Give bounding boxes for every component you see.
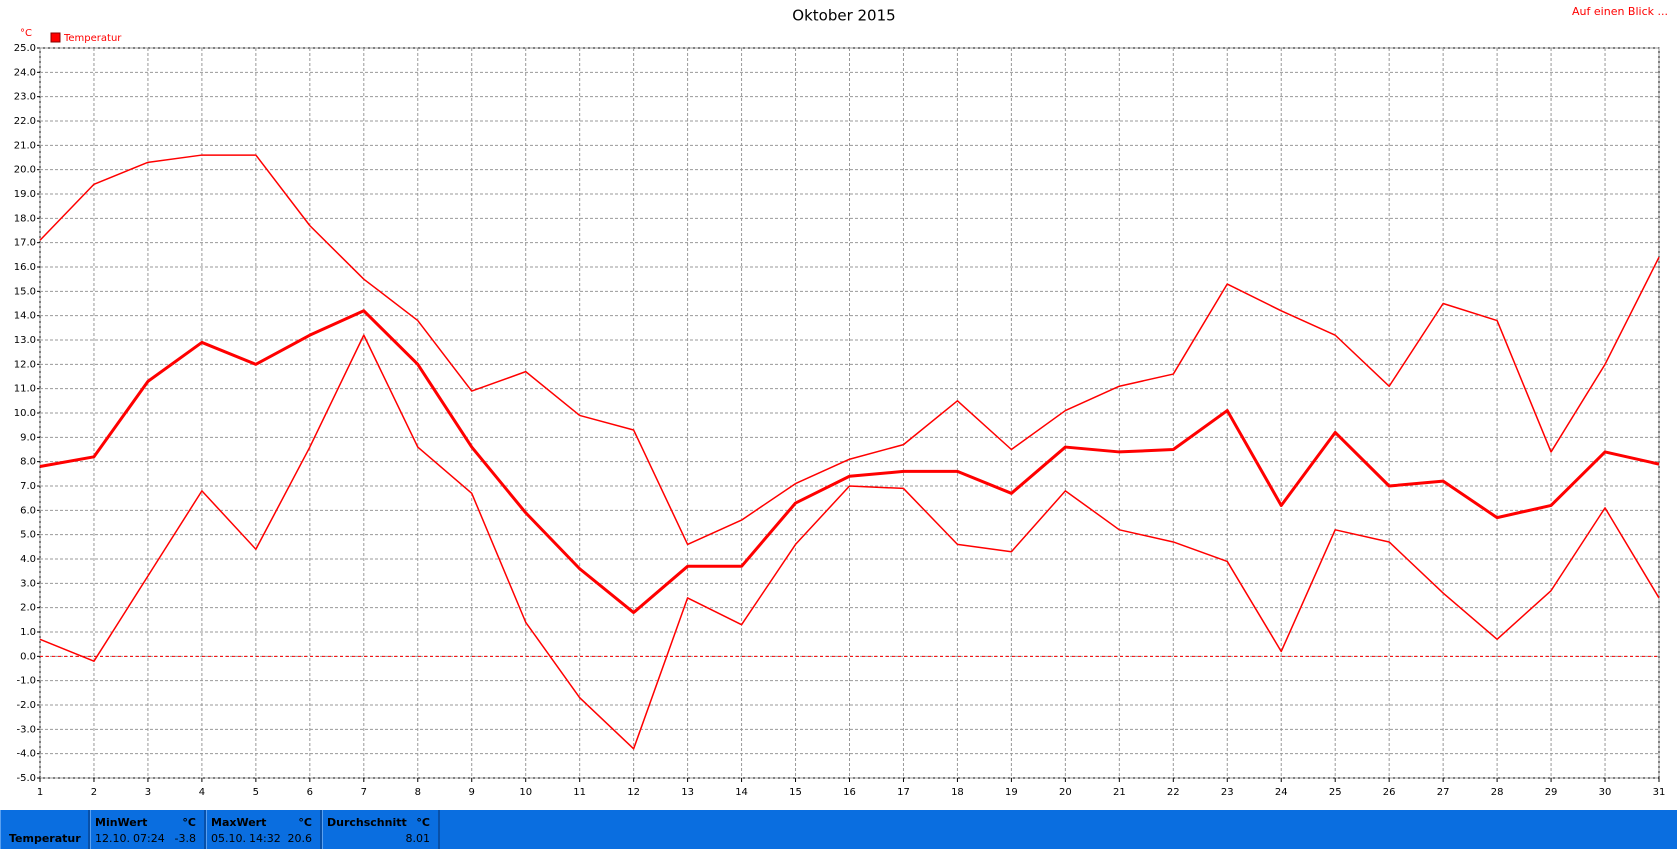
- x-tick-label: 1: [37, 787, 43, 798]
- y-tick-label: 21.0: [14, 140, 36, 151]
- series-line: [39, 309, 1660, 615]
- stat-value: 8.01: [405, 832, 431, 845]
- y-tick-label: 6.0: [20, 505, 36, 516]
- stat-cell: MaxWert °C 05.10. 14:32 20.6: [206, 810, 322, 849]
- stat-unit: °C: [416, 816, 430, 829]
- y-tick-label: 10.0: [14, 408, 36, 419]
- y-tick-label: 23.0: [14, 92, 36, 103]
- stat-title: MinWert: [95, 816, 148, 829]
- stat-title: MaxWert: [211, 816, 267, 829]
- stat-time: 14:32: [249, 832, 281, 845]
- x-tick-label: 28: [1491, 787, 1504, 798]
- x-tick-label: 24: [1275, 787, 1288, 798]
- stat-date: 05.10.: [211, 832, 246, 845]
- y-tick-label: 20.0: [14, 165, 36, 176]
- y-tick-label: 24.0: [14, 67, 36, 78]
- x-tick-label: 25: [1329, 787, 1342, 798]
- y-tick-label: 15.0: [14, 286, 36, 297]
- y-tick-label: -3.0: [16, 724, 36, 735]
- y-tick-label: -4.0: [16, 749, 36, 760]
- chart-title: Oktober 2015: [792, 7, 895, 25]
- y-tick-label: 4.0: [20, 554, 36, 565]
- y-tick-label: 8.0: [20, 457, 36, 468]
- x-tick-label: 13: [681, 787, 694, 798]
- y-tick-label: 9.0: [20, 432, 36, 443]
- x-tick-label: 7: [361, 787, 367, 798]
- x-tick-label: 5: [253, 787, 259, 798]
- y-tick-label: -1.0: [16, 676, 36, 687]
- x-tick-label: 12: [627, 787, 640, 798]
- x-tick-label: 22: [1167, 787, 1180, 798]
- y-tick-label: 19.0: [14, 189, 36, 200]
- x-tick-label: 4: [199, 787, 205, 798]
- y-tick-label: 18.0: [14, 213, 36, 224]
- stat-time: 07:24: [133, 832, 165, 845]
- footer: Temperatur MinWert °C 12.10. 07:24 -3.8 …: [0, 810, 1677, 849]
- y-tick-label: -2.0: [16, 700, 36, 711]
- stat-date: 12.10.: [95, 832, 130, 845]
- x-tick-label: 11: [573, 787, 586, 798]
- x-tick-label: 17: [897, 787, 910, 798]
- series-line: [39, 334, 1660, 750]
- y-tick-label: 3.0: [20, 578, 36, 589]
- y-tick-label: -5.0: [16, 773, 36, 784]
- x-tick-label: 19: [1005, 787, 1018, 798]
- x-tick-label: 29: [1545, 787, 1558, 798]
- x-tick-label: 3: [145, 787, 151, 798]
- stat-title: Durchschnitt: [327, 816, 407, 829]
- legend-label: Temperatur: [63, 33, 122, 44]
- x-tick-label: 2: [91, 787, 97, 798]
- x-tick-label: 18: [951, 787, 964, 798]
- y-tick-label: 12.0: [14, 359, 36, 370]
- x-tick-label: 26: [1383, 787, 1396, 798]
- y-tick-label: 1.0: [20, 627, 36, 638]
- chart: Oktober 2015 Auf einen Blick ... °C -5.0…: [14, 5, 1668, 798]
- stat-unit: °C: [298, 816, 312, 829]
- x-tick-label: 23: [1221, 787, 1234, 798]
- footer-label: Temperatur: [9, 832, 81, 845]
- stat-value: 20.6: [287, 832, 313, 845]
- stat-cell: Durchschnitt °C 8.01: [322, 810, 440, 849]
- x-tick-label: 20: [1059, 787, 1072, 798]
- x-tick-label: 9: [469, 787, 475, 798]
- y-tick-label: 5.0: [20, 530, 36, 541]
- stat-value: -3.8: [174, 832, 196, 845]
- link[interactable]: Auf einen Blick ...: [1572, 5, 1668, 18]
- series-line: [39, 154, 1660, 546]
- y-tick-label: 16.0: [14, 262, 36, 273]
- x-tick-label: 10: [519, 787, 532, 798]
- y-tick-label: 22.0: [14, 116, 36, 127]
- x-tick-label: 6: [307, 787, 313, 798]
- x-tick-label: 31: [1653, 787, 1666, 798]
- y-unit: °C: [20, 28, 32, 39]
- y-tick-label: 17.0: [14, 238, 36, 249]
- y-tick-label: 7.0: [20, 481, 36, 492]
- x-tick-label: 8: [415, 787, 421, 798]
- x-tick-label: 15: [789, 787, 802, 798]
- y-tick-label: 2.0: [20, 603, 36, 614]
- y-tick-label: 13.0: [14, 335, 36, 346]
- x-tick-label: 21: [1113, 787, 1126, 798]
- y-tick-label: 11.0: [14, 384, 36, 395]
- x-tick-label: 16: [843, 787, 856, 798]
- x-tick-label: 14: [735, 787, 748, 798]
- legend-swatch: [50, 32, 61, 43]
- x-tick-label: 30: [1599, 787, 1612, 798]
- y-tick-label: 14.0: [14, 311, 36, 322]
- stat-unit: °C: [182, 816, 196, 829]
- x-tick-label: 27: [1437, 787, 1450, 798]
- footer-label-cell: Temperatur: [0, 810, 90, 849]
- stat-cell: MinWert °C 12.10. 07:24 -3.8: [90, 810, 206, 849]
- y-tick-label: 0.0: [20, 651, 36, 662]
- y-tick-label: 25.0: [14, 43, 36, 54]
